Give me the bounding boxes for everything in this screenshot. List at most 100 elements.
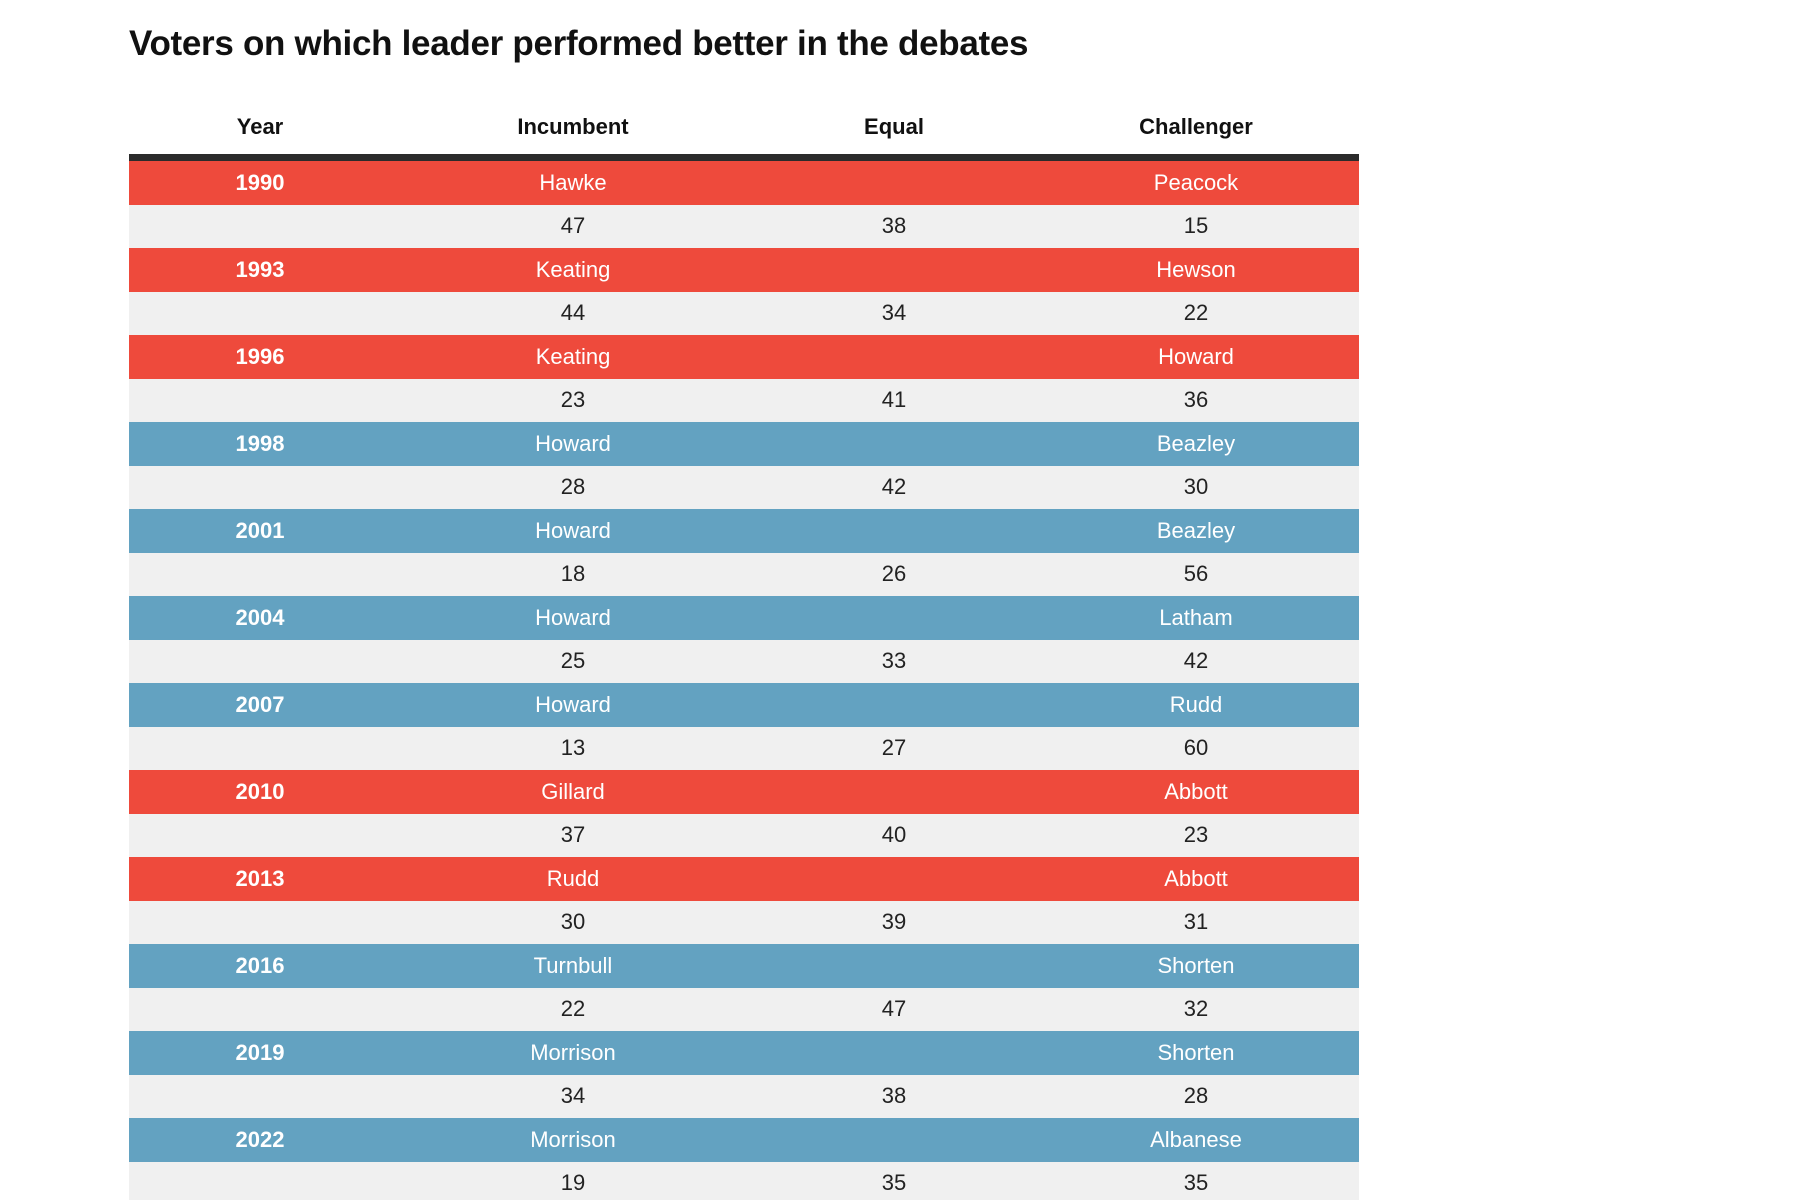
year-cell: 1998 [235,430,285,456]
table-body: 1990 Hawke Peacock 47 38 15 1993 Keating Hewson 4… [129,161,1359,1200]
incumbent-value: 44 [560,300,586,326]
year-cell: 2016 [235,952,285,978]
year-cell: 1993 [235,256,285,282]
equal-value: 42 [881,474,907,500]
incumbent-value: 23 [560,387,586,413]
incumbent-cell: Hawke [539,169,607,195]
incumbent-cell: Howard [535,517,611,543]
equal-value: 35 [881,1170,907,1196]
value-row: 13 27 60 [129,726,1359,770]
incumbent-value: 22 [560,996,586,1022]
year-cell: 2019 [235,1039,285,1065]
leader-row: 2016 Turnbull Shorten [129,944,1359,988]
value-row: 23 41 36 [129,378,1359,422]
incumbent-cell: Keating [535,256,611,282]
incumbent-value: 47 [560,213,586,239]
leader-row: 1993 Keating Hewson [129,248,1359,292]
challenger-value: 35 [1183,1170,1209,1196]
equal-value: 47 [881,996,907,1022]
value-row: 22 47 32 [129,987,1359,1031]
value-row: 30 39 31 [129,900,1359,944]
incumbent-value: 13 [560,735,586,761]
challenger-value: 56 [1183,561,1209,587]
header-year: Year [236,114,284,139]
year-cell: 2004 [235,604,285,630]
value-row: 44 34 22 [129,291,1359,335]
challenger-value: 28 [1183,1083,1209,1109]
equal-value: 26 [881,561,907,587]
leader-row: 2007 Howard Rudd [129,683,1359,727]
challenger-value: 22 [1183,300,1209,326]
challenger-cell: Beazley [1156,517,1236,543]
incumbent-cell: Howard [535,430,611,456]
leader-row: 2022 Morrison Albanese [129,1118,1359,1162]
value-row: 18 26 56 [129,552,1359,596]
table-header: Year Incumbent Equal Challenger [129,100,1359,161]
leader-row: 1996 Keating Howard [129,335,1359,379]
header-incumbent: Incumbent [517,114,629,139]
value-row: 19 35 35 [129,1161,1359,1200]
debate-table: Year Incumbent Equal Challenger 1990 Hawk… [129,100,1359,1200]
equal-value: 33 [881,648,907,674]
value-row: 37 40 23 [129,813,1359,857]
incumbent-value: 28 [560,474,586,500]
challenger-value: 32 [1183,996,1209,1022]
incumbent-cell: Morrison [530,1039,616,1065]
incumbent-value: 18 [560,561,586,587]
challenger-cell: Latham [1159,604,1233,630]
year-cell: 2001 [235,517,285,543]
challenger-cell: Rudd [1169,691,1223,717]
leader-row: 2001 Howard Beazley [129,509,1359,553]
equal-value: 41 [881,387,907,413]
year-cell: 2007 [235,691,285,717]
leader-row: 1990 Hawke Peacock [129,161,1359,205]
equal-value: 34 [881,300,907,326]
leader-row: 2013 Rudd Abbott [129,857,1359,901]
challenger-cell: Albanese [1150,1126,1242,1152]
challenger-value: 23 [1183,822,1209,848]
challenger-cell: Peacock [1153,169,1239,195]
incumbent-value: 34 [560,1083,586,1109]
equal-value: 40 [881,822,907,848]
value-row: 34 38 28 [129,1074,1359,1118]
challenger-value: 36 [1183,387,1209,413]
chart-title: Voters on which leader performed better … [129,24,1029,63]
equal-value: 38 [881,213,907,239]
incumbent-cell: Gillard [541,778,605,804]
challenger-value: 30 [1183,474,1209,500]
challenger-cell: Howard [1158,343,1234,369]
year-cell: 1990 [235,169,285,195]
challenger-value: 15 [1183,213,1209,239]
header-equal: Equal [864,114,924,139]
year-cell: 2013 [235,865,285,891]
value-row: 47 38 15 [129,204,1359,248]
incumbent-cell: Howard [535,691,611,717]
leader-row: 2004 Howard Latham [129,596,1359,640]
equal-value: 38 [881,1083,907,1109]
incumbent-value: 30 [560,909,586,935]
equal-value: 39 [881,909,907,935]
incumbent-cell: Keating [535,343,611,369]
equal-value: 27 [881,735,907,761]
challenger-value: 60 [1183,735,1209,761]
challenger-cell: Shorten [1157,952,1235,978]
incumbent-cell: Rudd [546,865,600,891]
challenger-cell: Abbott [1164,865,1228,891]
challenger-value: 31 [1183,909,1209,935]
value-row: 25 33 42 [129,639,1359,683]
challenger-cell: Hewson [1156,256,1236,282]
incumbent-cell: Howard [535,604,611,630]
year-cell: 1996 [235,343,285,369]
year-cell: 2022 [235,1126,285,1152]
value-row: 28 42 30 [129,465,1359,509]
challenger-value: 42 [1183,648,1209,674]
leader-row: 2019 Morrison Shorten [129,1031,1359,1075]
header-challenger: Challenger [1139,114,1253,139]
incumbent-cell: Morrison [530,1126,616,1152]
challenger-cell: Shorten [1157,1039,1235,1065]
incumbent-value: 19 [560,1170,586,1196]
incumbent-cell: Turnbull [533,952,613,978]
challenger-cell: Abbott [1164,778,1228,804]
challenger-cell: Beazley [1156,430,1236,456]
